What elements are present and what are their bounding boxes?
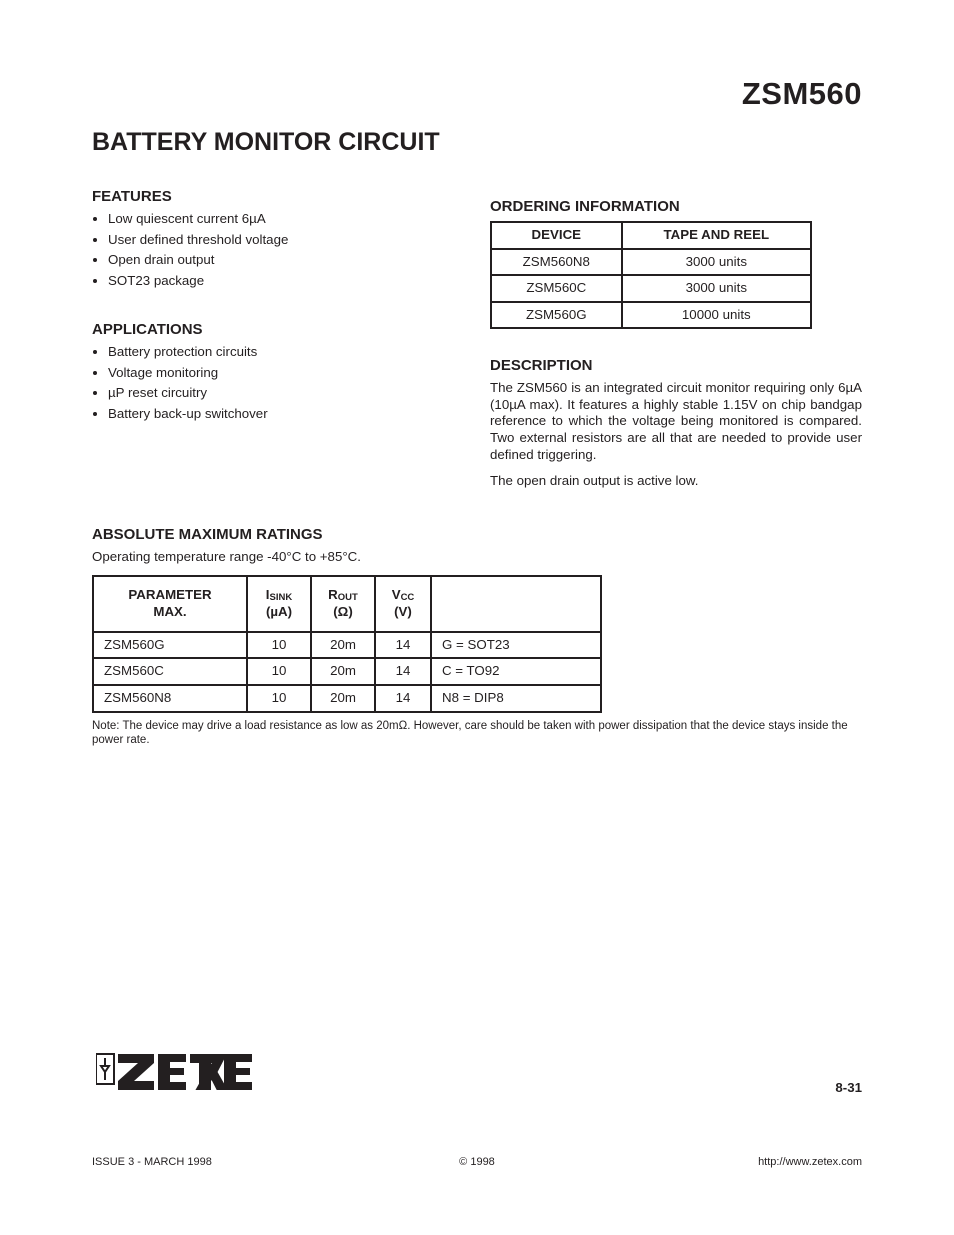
features-list: Low quiescent current 6µA User defined t… — [108, 211, 464, 289]
cell: ZSM560G — [491, 302, 622, 329]
ordering-section: ORDERING INFORMATION DEVICE TAPE AND REE… — [490, 198, 862, 329]
cell: ZSM560N8 — [93, 685, 247, 712]
table-header-row: PARAMETER MAX. ISINK (µA) ROUT (Ω) VCC (… — [93, 576, 601, 631]
zetex-logo-icon — [96, 1048, 261, 1090]
description-heading: DESCRIPTION — [490, 357, 862, 376]
table-row: ZSM560C 10 20m 14 C = TO92 — [93, 658, 601, 685]
ordering-table: DEVICE TAPE AND REEL ZSM560N8 3000 units… — [490, 221, 812, 329]
cell: C = TO92 — [431, 658, 601, 685]
page-number: 8-31 — [835, 1080, 862, 1097]
col-device: DEVICE — [491, 222, 622, 249]
col-isink: ISINK (µA) — [247, 576, 311, 631]
applications-heading: APPLICATIONS — [92, 321, 464, 340]
table-row: ZSM560G 10000 units — [491, 302, 811, 329]
applications-item: Voltage monitoring — [108, 365, 464, 382]
unit: (µA) — [266, 604, 292, 619]
right-column: ORDERING INFORMATION DEVICE TAPE AND REE… — [490, 174, 862, 500]
cell: 10000 units — [622, 302, 811, 329]
col-vcc: VCC (V) — [375, 576, 431, 631]
cell: 14 — [375, 658, 431, 685]
features-item: SOT23 package — [108, 273, 464, 290]
table-row: ZSM560N8 10 20m 14 N8 = DIP8 — [93, 685, 601, 712]
cell: ZSM560N8 — [491, 249, 622, 276]
cell: N8 = DIP8 — [431, 685, 601, 712]
table-row: ZSM560N8 3000 units — [491, 249, 811, 276]
sub: SINK — [270, 592, 293, 603]
description-para-2: The open drain output is active low. — [490, 473, 862, 490]
footer-url: http://www.zetex.com — [758, 1156, 862, 1170]
ratings-heading: ABSOLUTE MAXIMUM RATINGS — [92, 526, 862, 545]
cell: 3000 units — [622, 249, 811, 276]
cell: 3000 units — [622, 275, 811, 302]
sub: CC — [401, 592, 415, 603]
col-parameter: PARAMETER MAX. — [93, 576, 247, 631]
applications-item: Battery back-up switchover — [108, 406, 464, 423]
applications-list: Battery protection circuits Voltage moni… — [108, 344, 464, 422]
label: MAX. — [153, 604, 186, 619]
col-rout: ROUT (Ω) — [311, 576, 375, 631]
cell: 14 — [375, 685, 431, 712]
label: PARAMETER — [128, 587, 211, 602]
sub: OUT — [338, 592, 358, 603]
cell: 10 — [247, 685, 311, 712]
cell: ZSM560C — [93, 658, 247, 685]
desc-text: The ZSM560 is an integrated circuit moni… — [490, 380, 845, 395]
part-number: ZSM560 — [742, 75, 862, 114]
table-row: ZSM560G 10 20m 14 G = SOT23 — [93, 632, 601, 659]
cell: 20m — [311, 658, 375, 685]
applications-item: µP reset circuitry — [108, 385, 464, 402]
features-heading: FEATURES — [92, 188, 464, 207]
applications-item: Battery protection circuits — [108, 344, 464, 361]
unit: (Ω) — [333, 604, 353, 619]
label: V — [392, 587, 401, 602]
ratings-section: ABSOLUTE MAXIMUM RATINGS Operating tempe… — [92, 526, 862, 747]
col-reel: TAPE AND REEL — [622, 222, 811, 249]
features-item: Low quiescent current 6µA — [108, 211, 464, 228]
page-title: BATTERY MONITOR CIRCUIT — [92, 127, 862, 158]
cell: 10 — [247, 632, 311, 659]
cell: 20m — [311, 685, 375, 712]
description-para-1: The ZSM560 is an integrated circuit moni… — [490, 380, 862, 463]
cell: 14 — [375, 632, 431, 659]
table-row: ZSM560C 3000 units — [491, 275, 811, 302]
zetex-logo — [96, 1048, 261, 1090]
label: R — [328, 587, 338, 602]
cell: ZSM560G — [93, 632, 247, 659]
cell: G = SOT23 — [431, 632, 601, 659]
features-item: Open drain output — [108, 252, 464, 269]
page: ZSM560 BATTERY MONITOR CIRCUIT FEATURES … — [0, 0, 954, 1235]
unit: (V) — [394, 604, 412, 619]
features-item: User defined threshold voltage — [108, 232, 464, 249]
cell: 10 — [247, 658, 311, 685]
left-column: FEATURES Low quiescent current 6µA User … — [92, 174, 464, 500]
ordering-heading: ORDERING INFORMATION — [490, 198, 862, 217]
two-column-area: FEATURES Low quiescent current 6µA User … — [92, 174, 862, 500]
cell: ZSM560C — [491, 275, 622, 302]
col-package — [431, 576, 601, 631]
table-header-row: DEVICE TAPE AND REEL — [491, 222, 811, 249]
ratings-subtitle: Operating temperature range -40°C to +85… — [92, 549, 862, 566]
cell: 20m — [311, 632, 375, 659]
ratings-table: PARAMETER MAX. ISINK (µA) ROUT (Ω) VCC (… — [92, 575, 602, 712]
ratings-note: Note: The device may drive a load resist… — [92, 719, 862, 748]
